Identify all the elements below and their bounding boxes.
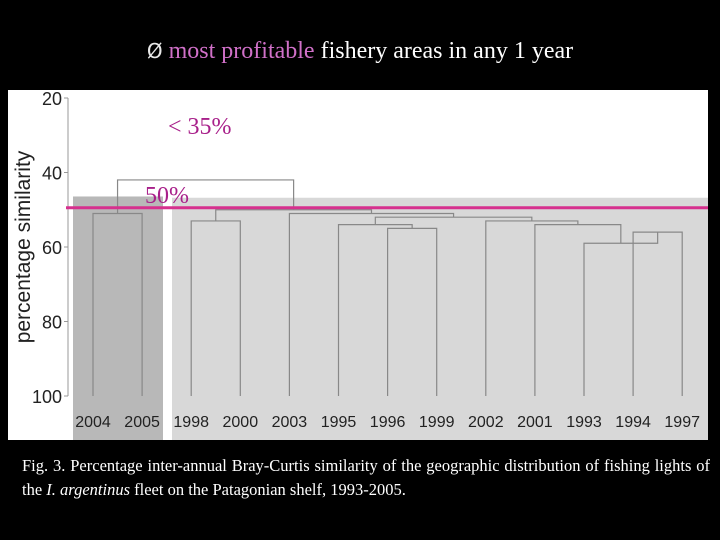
leaf-label-2001: 2001 [517,414,553,431]
group-shade-2 [172,197,708,440]
leaf-label-1995: 1995 [321,414,357,431]
title-rest: fishery areas in any 1 year [314,38,574,64]
caption-prefix: Fig. 3. Percentage inter-annual Bray-Cur… [22,456,710,499]
dendrogram-svg: 20 40 60 80 100 percentage similarity < 35% 50%… [12,90,708,440]
leaf-label-2005: 2005 [124,414,160,431]
merge-2003-cluster [288,212,455,396]
y-tick-label: 100 [32,387,62,407]
caption-species: I. argentinus [46,480,131,499]
title-highlight: most profitable [168,38,315,64]
leaf-label-1998: 1998 [173,414,209,431]
annotation-50pct: 50% [145,183,189,209]
merge-root [116,179,295,214]
leaf-label-1996: 1996 [370,414,406,431]
annotation-35pct: < 35% [168,114,232,140]
dendrogram-chart: 20 40 60 80 100 percentage similarity < 35% 50%… [8,90,708,440]
y-tick-label: 20 [42,90,62,109]
y-tick-label: 60 [42,238,62,258]
leaf-label-2002: 2002 [468,414,504,431]
leaf-label-2004: 2004 [75,414,111,431]
leaf-label-1999: 1999 [419,414,455,431]
leaf-label-1993: 1993 [566,414,602,431]
arrow-bullet-icon: Ø [146,39,163,63]
leaf-label-1994: 1994 [615,414,651,431]
caption-suffix: fleet on the Patagonian shelf, 1993-2005… [130,480,406,499]
merge-2004-2005 [92,212,143,396]
y-axis-title: percentage similarity [12,150,35,343]
y-tick-label: 40 [42,164,62,184]
group-shade-1 [73,196,163,440]
leaf-label-2003: 2003 [272,414,308,431]
figure-caption: Fig. 3. Percentage inter-annual Bray-Cur… [22,454,710,502]
leaf-label-1997: 1997 [664,414,700,431]
y-tick-label: 80 [42,313,62,333]
leaf-label-2000: 2000 [223,414,259,431]
